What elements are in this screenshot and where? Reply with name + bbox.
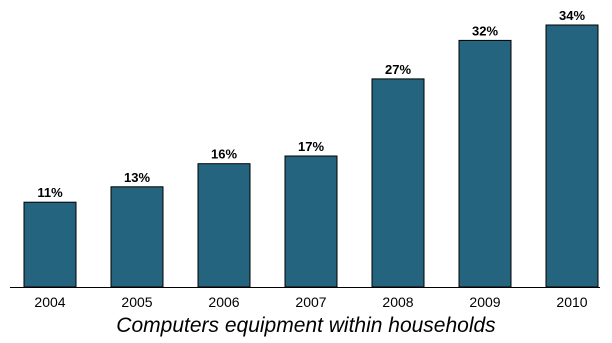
bar-2004 xyxy=(23,201,77,288)
value-label-2006: 16% xyxy=(211,147,237,162)
value-label-2009: 32% xyxy=(472,23,498,38)
x-tick-label-2008: 2008 xyxy=(382,294,413,310)
bar-2005 xyxy=(110,186,164,288)
bar-2006 xyxy=(197,163,251,288)
value-label-2008: 27% xyxy=(385,62,411,77)
x-tick-label-2005: 2005 xyxy=(121,294,152,310)
value-label-2007: 17% xyxy=(298,139,324,154)
x-tick-label-2006: 2006 xyxy=(208,294,239,310)
value-labels-layer: 11% 13% 16% 17% 27% 32% 34% xyxy=(37,8,585,200)
value-label-2005: 13% xyxy=(124,170,150,185)
bar-2008 xyxy=(371,78,425,288)
bar-2010 xyxy=(545,24,599,288)
value-label-2010: 34% xyxy=(559,8,585,23)
x-axis-title: Computers equipment within households xyxy=(116,314,496,337)
tick-labels-layer: 2004 2005 2006 2007 2008 2009 2010 xyxy=(34,294,587,310)
bar-2009 xyxy=(458,39,512,288)
x-tick-label-2010: 2010 xyxy=(556,294,587,310)
bar-2007 xyxy=(284,155,338,288)
x-tick-label-2007: 2007 xyxy=(295,294,326,310)
x-tick-label-2009: 2009 xyxy=(469,294,500,310)
x-tick-label-2004: 2004 xyxy=(34,294,65,310)
bars-layer xyxy=(23,24,599,288)
value-label-2004: 11% xyxy=(37,185,63,200)
